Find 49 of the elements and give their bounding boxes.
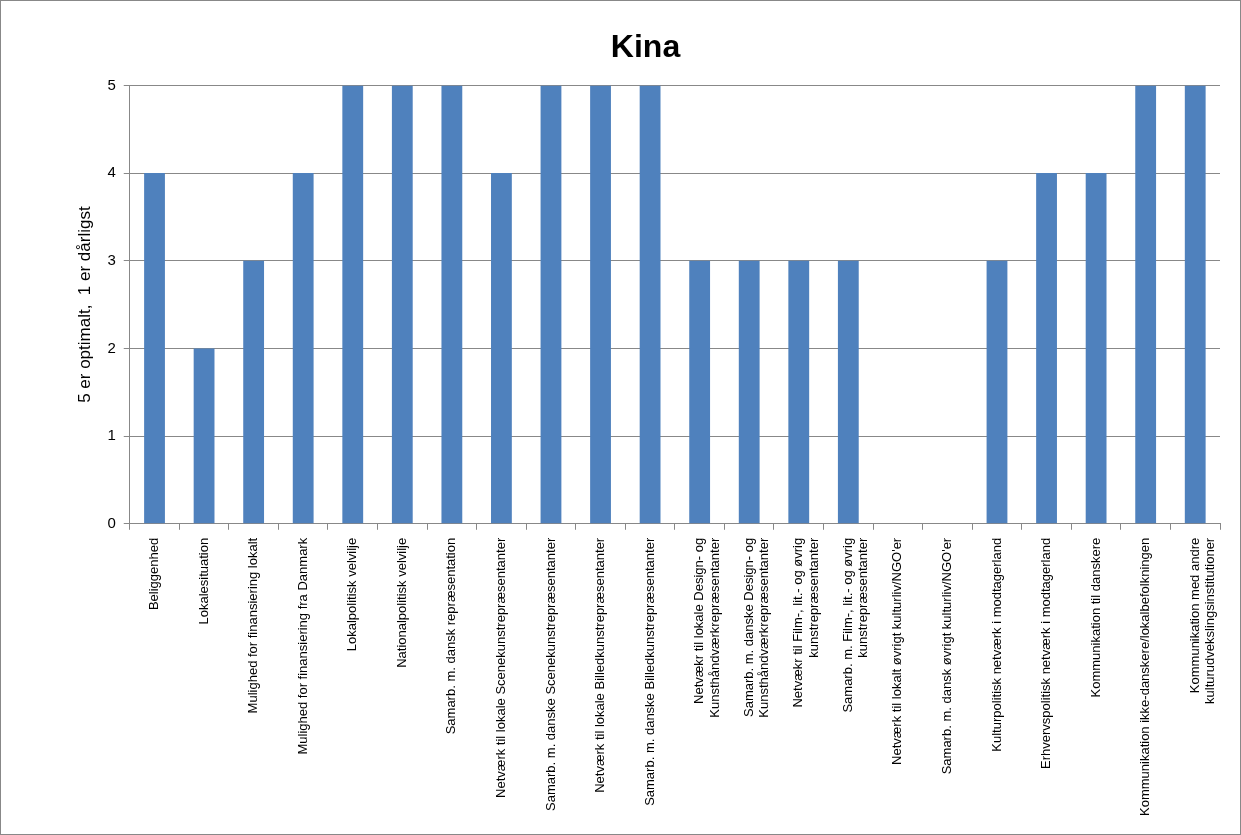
y-tick-label: 2 (107, 338, 116, 356)
x-tick-label: Kommunikation til danskere (1087, 537, 1103, 698)
x-tick-label: Lokalesituation (195, 537, 211, 625)
bar (193, 348, 215, 524)
bar (738, 260, 760, 524)
x-tick-label: Netværk til lokale Scenekunstrepræsentanter (493, 537, 508, 798)
x-tick-label: Netværk til lokale Billedkunstrepræsentanter (592, 537, 608, 793)
y-tick-label: 1 (107, 426, 116, 444)
bar (639, 85, 661, 524)
bar (1184, 85, 1206, 524)
bar (986, 260, 1008, 524)
bar (144, 173, 165, 524)
x-tick-label: Samarb. m. danske Design- og Kunsthåndværkrepræsentanter (740, 537, 772, 718)
x-tick-label: Beliggenhed (146, 537, 162, 611)
x-tick-label: Erhvervspolitisk netværk i modtagerland (1038, 537, 1054, 770)
bar (788, 260, 810, 524)
x-tick-label: Mulighed for finansiering lokalt (245, 537, 261, 714)
x-tick-label: Kulturpolitisk netværk i modtagerland (988, 537, 1004, 752)
bar (243, 260, 265, 524)
x-tick-label: Samarb. m. dansk repræsentation (443, 537, 459, 735)
bar (540, 85, 562, 524)
x-tick-label: Netværk til lokalt øvrigt kulturliv/NGO'er (889, 537, 905, 765)
x-tick-label: Nationalpolitisk velvilje (393, 537, 409, 668)
bar (342, 85, 364, 524)
x-tick-label: Mulighed for finansiering fra Danmark (294, 537, 310, 755)
x-tick-label: Kommunikation ikke-danskere/lokalbefolkningen (1137, 537, 1153, 817)
x-tick-label: Samarb. m. danske Scenekunstrepræsentanter (542, 537, 558, 811)
bar (1085, 173, 1107, 524)
y-tick-label: 4 (107, 163, 116, 181)
bar (1036, 173, 1057, 524)
bar (491, 173, 512, 524)
bar (441, 85, 463, 524)
bar (1135, 85, 1157, 524)
y-tick-label: 5 (107, 75, 116, 93)
y-axis-title: 5 er optimalt, 1 er dårligst (74, 206, 94, 403)
y-tick-label: 3 (107, 250, 116, 268)
x-tick-label: Netvækr til Film-, lit.- og øvrig kunstrepræsentanter (790, 537, 821, 708)
y-tick-label: 0 (107, 513, 116, 531)
bar (391, 85, 413, 524)
bar (689, 260, 711, 524)
bar (292, 173, 314, 524)
x-tick-label: Samarb. m. danske Billedkunstrepræsentanter (641, 537, 657, 806)
bar (590, 85, 611, 524)
x-tick-label: Lokalpolitisk velvilje (344, 537, 360, 652)
x-tick-label: Netvækr til lokale Design- og Kunsthåndværkrepræsentanter (691, 537, 722, 718)
chart-title: Kina (610, 28, 681, 65)
bar (837, 260, 859, 524)
x-tick-label: Kommunikation med andre kulturudvekslingsinstitutioner (1186, 537, 1218, 704)
x-tick-label: Samarb. m. dansk øvrigt kulturliv/NGO'er (939, 537, 955, 775)
